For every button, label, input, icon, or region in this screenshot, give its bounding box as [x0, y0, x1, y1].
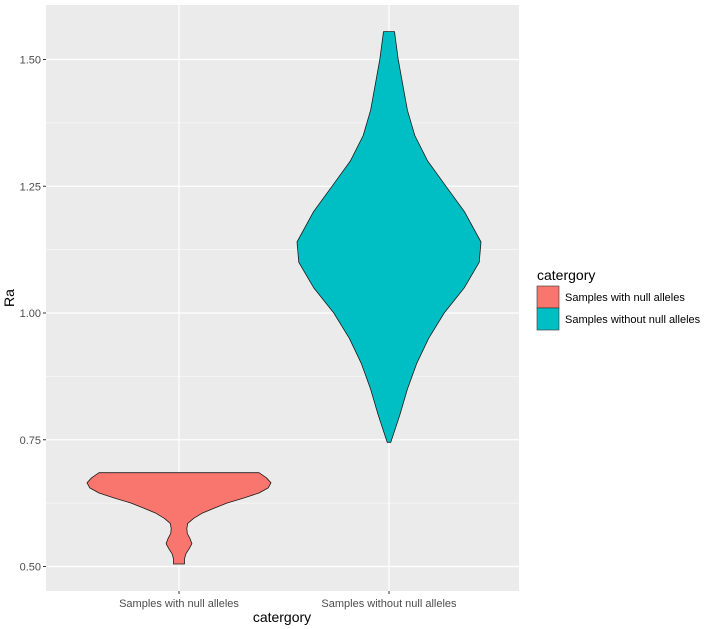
y-tick-label: 1.25 [20, 181, 41, 193]
x-tick-label: Samples without null alleles [321, 598, 457, 610]
violins [86, 31, 482, 565]
violin-without-null-alleles [296, 31, 482, 443]
x-tick-label: Samples with null alleles [119, 598, 239, 610]
legend-key-null [536, 285, 560, 309]
legend-label-without-null: Samples without null alleles [565, 314, 701, 326]
legend-label-null: Samples with null alleles [565, 292, 685, 304]
y-axis-title: Ra [1, 289, 17, 307]
y-tick-label: 1.00 [20, 308, 41, 320]
y-tick-label: 0.75 [20, 435, 41, 447]
legend-title: catergory [537, 267, 595, 283]
y-tick-label: 1.50 [20, 55, 41, 67]
legend-key-without-null [536, 307, 560, 331]
legend: catergory Samples with null alleles Samp… [536, 267, 701, 331]
x-axis-ticks: Samples with null alleles Samples without… [119, 591, 457, 610]
x-axis-title: catergory [253, 609, 311, 625]
y-tick-label: 0.50 [20, 562, 41, 574]
y-axis-ticks: 0.50 0.75 1.00 1.25 1.50 [20, 55, 46, 574]
violin-with-null-alleles [86, 472, 272, 565]
